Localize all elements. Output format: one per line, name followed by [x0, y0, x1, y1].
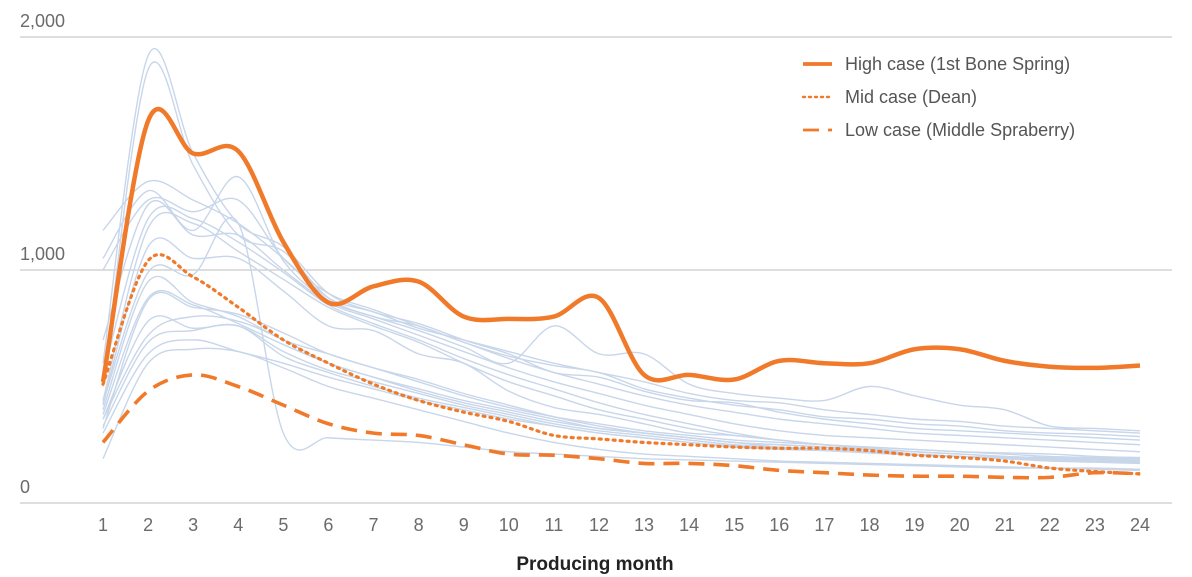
x-tick-label: 2	[143, 515, 153, 535]
x-tick-label: 19	[905, 515, 925, 535]
x-tick-label: 13	[634, 515, 654, 535]
background-well-line	[102, 275, 1141, 463]
highlighted-cases	[100, 106, 1142, 480]
series-line-dashed	[101, 373, 1141, 480]
x-tick-label: 12	[589, 515, 609, 535]
legend: High case (1st Bone Spring) Mid case (Dea…	[801, 54, 1075, 140]
x-tick-label: 6	[323, 515, 333, 535]
x-axis-ticks: 1 2 3 4 5 6 7 8 9 10 11 12 13 14 15 16 17 18 19 20 21 22 23 24	[98, 515, 1150, 535]
y-axis-ticks: 0 1,000 2,000	[20, 11, 65, 497]
x-tick-label: 8	[414, 515, 424, 535]
x-tick-label: 5	[278, 515, 288, 535]
background-well-line	[102, 315, 1141, 461]
x-tick-label: 4	[233, 515, 243, 535]
background-well-line	[102, 197, 1141, 446]
x-tick-label: 7	[369, 515, 379, 535]
background-well-line	[102, 291, 1141, 459]
y-tick-label: 0	[20, 477, 30, 497]
x-tick-label: 11	[545, 515, 564, 535]
series-line-dotted	[101, 253, 1142, 476]
y-tick-label: 2,000	[20, 11, 65, 31]
background-well-line	[102, 347, 1141, 470]
x-tick-label: 14	[679, 515, 699, 535]
series-line-solid	[100, 106, 1141, 383]
background-well-line	[102, 179, 1141, 434]
x-tick-label: 9	[459, 515, 469, 535]
x-axis-title: Producing month	[516, 554, 673, 575]
x-tick-label: 17	[814, 515, 834, 535]
background-well-line	[102, 176, 1141, 432]
gridlines	[20, 36, 1172, 504]
x-tick-label: 15	[724, 515, 744, 535]
x-tick-label: 22	[1040, 515, 1060, 535]
background-well-line	[102, 339, 1141, 463]
x-tick-label: 23	[1085, 515, 1105, 535]
x-tick-label: 24	[1130, 515, 1150, 535]
x-tick-label: 20	[950, 515, 970, 535]
y-tick-label: 1,000	[20, 244, 65, 264]
background-well-line	[102, 216, 1141, 472]
legend-label: Low case (Middle Spraberry)	[845, 120, 1075, 140]
x-tick-label: 1	[98, 515, 108, 535]
background-well-line	[102, 200, 1141, 453]
x-tick-label: 21	[995, 515, 1015, 535]
x-tick-label: 18	[859, 515, 879, 535]
legend-label: Mid case (Dean)	[845, 87, 977, 107]
x-tick-label: 16	[769, 515, 789, 535]
background-wells	[102, 47, 1141, 472]
background-well-line	[102, 47, 1141, 441]
x-tick-label: 3	[188, 515, 198, 535]
x-tick-label: 10	[499, 515, 519, 535]
legend-label: High case (1st Bone Spring)	[845, 54, 1070, 74]
